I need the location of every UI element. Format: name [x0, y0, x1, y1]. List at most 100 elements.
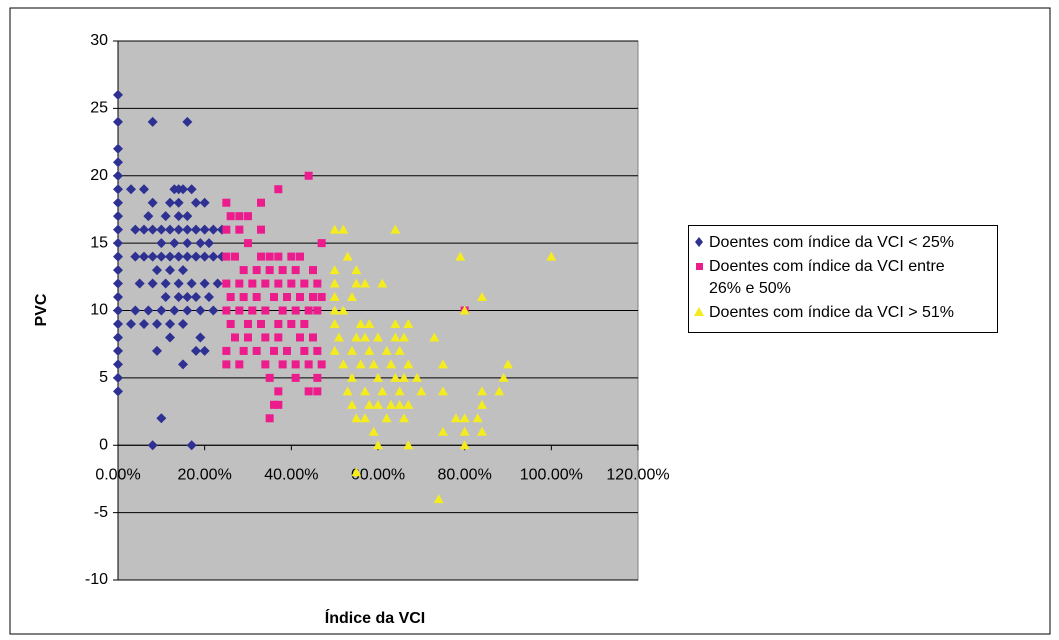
point — [287, 279, 296, 288]
point — [208, 224, 219, 235]
point — [130, 305, 141, 316]
point — [222, 346, 231, 355]
point — [244, 319, 252, 328]
point — [360, 332, 370, 342]
point — [113, 116, 123, 127]
point — [222, 225, 231, 234]
y-tick-label: 0 — [99, 436, 108, 453]
point — [498, 372, 509, 382]
y-tick-label: 10 — [90, 302, 108, 319]
point — [261, 279, 270, 288]
point — [173, 197, 184, 208]
point — [113, 372, 123, 383]
point — [113, 278, 123, 289]
point — [278, 266, 287, 275]
point — [130, 224, 141, 235]
point — [204, 238, 214, 249]
point — [152, 265, 162, 276]
point — [147, 224, 158, 235]
point — [199, 251, 210, 262]
point — [165, 251, 175, 262]
point — [390, 318, 401, 328]
point — [313, 387, 322, 396]
point — [342, 251, 353, 261]
point — [156, 413, 167, 424]
point — [147, 197, 158, 208]
legend-item: Doentes com índice da VCI < 25% — [693, 232, 993, 254]
point — [265, 252, 274, 261]
point — [399, 372, 409, 382]
point — [226, 319, 235, 328]
point — [338, 305, 349, 315]
point — [364, 399, 375, 409]
point — [347, 399, 357, 409]
point — [373, 372, 383, 382]
point — [139, 318, 149, 329]
point — [412, 372, 422, 382]
point — [373, 440, 383, 450]
point — [477, 399, 487, 409]
point — [113, 157, 123, 168]
point — [195, 332, 206, 343]
legend-marker — [694, 307, 704, 316]
point — [416, 386, 427, 396]
point — [113, 251, 123, 262]
point — [390, 372, 401, 382]
point — [360, 386, 370, 396]
legend-key — [695, 237, 703, 247]
point — [222, 306, 231, 315]
point — [287, 252, 296, 261]
point — [147, 440, 158, 451]
point — [459, 440, 470, 450]
point — [169, 238, 180, 249]
point — [355, 359, 366, 369]
point — [338, 224, 349, 234]
point — [317, 239, 326, 248]
point — [429, 332, 440, 342]
point — [304, 171, 313, 180]
y-tick-label: 15 — [90, 234, 108, 251]
point — [329, 278, 340, 288]
legend-item: Doentes com índice da VCI entre 26% e 50… — [693, 256, 993, 300]
point — [182, 224, 193, 235]
point — [304, 387, 313, 396]
legend-key — [696, 263, 703, 270]
point — [113, 184, 123, 195]
point — [368, 359, 379, 369]
x-tick-label: 120.00% — [606, 466, 669, 483]
point — [291, 306, 300, 315]
point — [309, 266, 317, 275]
point — [147, 278, 158, 289]
point — [477, 386, 487, 396]
point — [304, 306, 313, 315]
point — [317, 293, 326, 302]
point — [182, 251, 193, 262]
point — [239, 293, 248, 302]
point — [364, 318, 375, 328]
point — [139, 251, 149, 262]
point — [173, 251, 184, 262]
point — [296, 293, 304, 302]
legend-marker — [695, 237, 703, 247]
point — [403, 399, 414, 409]
legend-label: Doentes com índice da VCI < 25% — [709, 234, 955, 251]
point — [208, 251, 219, 262]
point — [113, 197, 123, 208]
point — [329, 265, 340, 275]
point — [156, 224, 167, 235]
point — [147, 116, 158, 127]
point — [199, 197, 210, 208]
point — [130, 251, 141, 262]
point — [222, 360, 231, 369]
point — [313, 306, 322, 315]
point — [178, 359, 188, 370]
point — [113, 224, 123, 235]
point — [300, 346, 309, 355]
point — [342, 386, 353, 396]
point — [182, 292, 193, 303]
point — [390, 224, 401, 234]
point — [270, 346, 278, 355]
y-tick-label: -5 — [94, 504, 108, 521]
point — [313, 279, 322, 288]
legend-marker — [696, 263, 703, 270]
